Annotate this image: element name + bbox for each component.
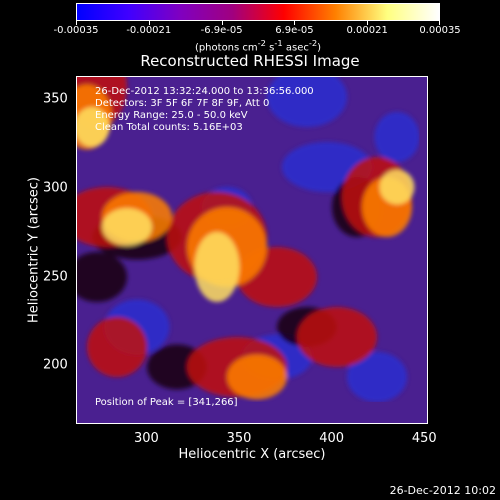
emission-region bbox=[77, 107, 110, 147]
emission-region bbox=[227, 354, 287, 400]
x-tick-label: 300 bbox=[133, 431, 159, 446]
clean-counts-text: Clean Total counts: 5.16E+03 bbox=[95, 122, 243, 133]
colorbar-tick bbox=[367, 21, 369, 25]
emission-region bbox=[347, 352, 407, 402]
y-tick-label: 350 bbox=[43, 91, 68, 107]
emission-region bbox=[194, 232, 240, 302]
colorbar-tick bbox=[148, 21, 150, 25]
emission-region bbox=[374, 112, 420, 162]
plot-title: Reconstructed RHESSI Image bbox=[140, 52, 360, 70]
x-axis-label: Heliocentric X (arcsec) bbox=[178, 447, 326, 462]
emission-region bbox=[379, 169, 415, 205]
timestamp: 26-Dec-2012 10:02 bbox=[389, 484, 496, 497]
colorbar-tick bbox=[439, 21, 440, 25]
detectors-text: Detectors: 3F 5F 6F 7F 8F 9F, Att 0 bbox=[95, 98, 270, 109]
colorbar-unit: (photons cm-2 s-1 asec-2) bbox=[194, 38, 322, 54]
colorbar-tick-label: 0.00035 bbox=[419, 25, 461, 36]
colorbar-tick bbox=[76, 21, 77, 25]
emission-region bbox=[87, 317, 147, 377]
colorbar-tick bbox=[294, 21, 296, 25]
y-tick-label: 200 bbox=[43, 357, 68, 373]
colorbar-tick-label: 6.9e-05 bbox=[275, 25, 314, 36]
x-tick-label: 350 bbox=[226, 431, 252, 446]
colorbar-tick-label: -0.00035 bbox=[53, 25, 99, 36]
colorbar-tick-label: 0.00021 bbox=[346, 25, 388, 36]
colorbar-tick bbox=[221, 21, 223, 25]
peak-position-text: Position of Peak = [341,266] bbox=[95, 397, 238, 408]
emission-region bbox=[102, 208, 152, 246]
rhessi-image bbox=[76, 76, 428, 424]
emission-region bbox=[77, 252, 127, 302]
colorbar-tick-label: -0.00021 bbox=[126, 25, 172, 36]
x-tick-label: 450 bbox=[411, 431, 437, 446]
emission-region bbox=[297, 307, 377, 367]
emission-region bbox=[267, 77, 347, 127]
colorbar bbox=[76, 3, 440, 21]
y-axis-label: Heliocentric Y (arcsec) bbox=[26, 177, 42, 323]
y-tick-label: 250 bbox=[43, 269, 68, 285]
y-tick-label: 300 bbox=[43, 180, 68, 196]
time-range-text: 26-Dec-2012 13:32:24.000 to 13:36:56.000 bbox=[95, 86, 314, 97]
x-tick-label: 400 bbox=[319, 431, 345, 446]
colorbar-tick-label: -6.9e-05 bbox=[200, 25, 243, 36]
image-heatmap bbox=[77, 77, 427, 423]
energy-range-text: Energy Range: 25.0 - 50.0 keV bbox=[95, 110, 248, 121]
